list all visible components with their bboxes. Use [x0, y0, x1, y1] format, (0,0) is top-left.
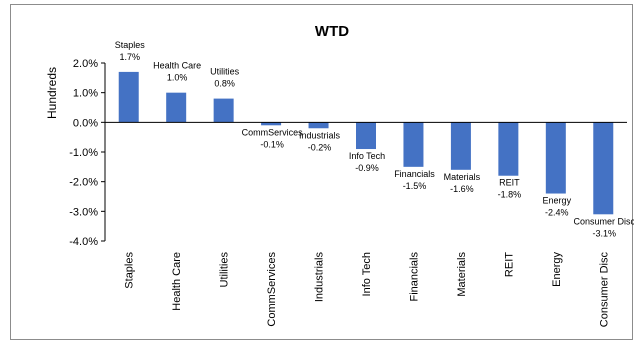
bar	[308, 122, 329, 129]
data-label-value: -1.5%	[403, 181, 427, 191]
chart-title: WTD	[315, 23, 349, 40]
x-tick-label: Utilities	[219, 252, 231, 288]
data-label-name: CommServices	[242, 127, 304, 137]
data-label-value: -1.6%	[450, 184, 474, 194]
bar	[545, 122, 566, 194]
data-label-value: 0.8%	[214, 79, 235, 89]
data-label-value: 1.0%	[167, 73, 188, 83]
x-tick-label: Health Care	[171, 252, 183, 311]
data-label-value: -0.2%	[308, 142, 332, 152]
data-label-value: -0.9%	[355, 163, 379, 173]
y-tick-label: -1.0%	[69, 147, 98, 159]
x-tick-label: Staples	[124, 252, 136, 289]
x-tick-label: Industrials	[314, 252, 326, 303]
y-axis-label: Hundreds	[45, 67, 59, 119]
y-tick-label: 2.0%	[73, 58, 98, 70]
data-label-name: REIT	[499, 178, 520, 188]
bar	[261, 122, 282, 126]
data-label-value: 1.7%	[119, 52, 140, 62]
x-tick-label: Materials	[456, 252, 468, 297]
y-tick-label: -3.0%	[69, 206, 98, 218]
data-label-name: Utilities	[210, 67, 240, 77]
data-label-value: -1.8%	[498, 190, 522, 200]
bar	[213, 98, 234, 123]
bar	[403, 122, 424, 167]
data-labels: Staples 1.7% Health Care 1.0% Utilities 0.8% C…	[115, 40, 634, 238]
x-tick-label: CommServices	[266, 252, 278, 327]
data-label-value: -3.1%	[593, 228, 617, 238]
bar	[450, 122, 471, 170]
bar	[498, 122, 519, 176]
y-tick-label: 0.0%	[73, 117, 98, 129]
y-tick-label: -4.0%	[69, 236, 98, 248]
bar	[118, 71, 139, 123]
x-tick-label: Info Tech	[361, 252, 373, 296]
x-tick-label: Consumer Disc	[598, 252, 610, 328]
data-label-value: -2.4%	[545, 208, 569, 218]
data-label-name: Info Tech	[349, 151, 385, 161]
data-label-name: Materials	[444, 172, 481, 182]
data-label-name: Consumer Disc	[574, 216, 634, 226]
y-axis: 2.0% 1.0% 0.0% -1.0% -2.0% -3.0% -4.0%	[69, 58, 105, 248]
x-tick-label: REIT	[503, 252, 515, 277]
bar	[166, 92, 187, 123]
y-tick-label: -2.0%	[69, 177, 98, 189]
data-label-name: Health Care	[153, 61, 201, 71]
chart-frame: WTD Hundreds 2.0% 1.0% 0.0% -1.0% -2.0% -3.0%…	[10, 4, 634, 340]
data-label-name: Industrials	[299, 130, 341, 140]
x-tick-label: Financials	[408, 252, 420, 302]
data-label-name: Staples	[115, 40, 146, 50]
bar	[356, 122, 376, 150]
bar	[593, 122, 614, 215]
x-axis: Staples Health Care Utilities CommServices I…	[124, 252, 611, 328]
bar-chart: WTD Hundreds 2.0% 1.0% 0.0% -1.0% -2.0% -3.0%…	[45, 23, 634, 328]
data-label-name: Energy	[543, 196, 572, 206]
x-tick-label: Energy	[551, 252, 563, 287]
bars	[118, 71, 614, 215]
data-label-value: -0.1%	[260, 139, 284, 149]
y-tick-label: 1.0%	[73, 88, 98, 100]
data-label-name: Financials	[394, 169, 435, 179]
